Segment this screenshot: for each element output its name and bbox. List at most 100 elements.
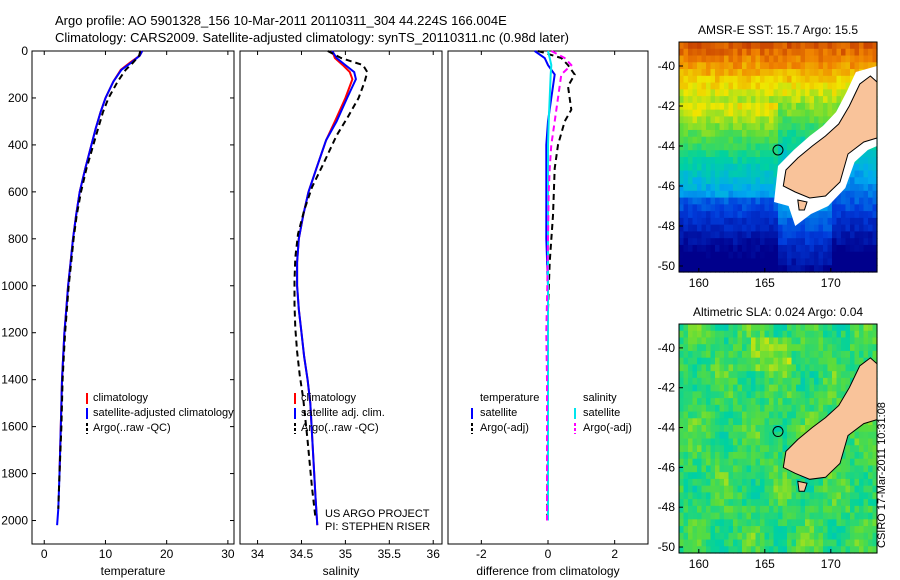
sla-map-cell: [692, 478, 698, 487]
sst-map-ytick-label: -50: [658, 259, 676, 273]
sst-map-cell: [706, 170, 712, 178]
sla-map-cell: [742, 391, 748, 399]
sst-map-cell: [742, 163, 748, 172]
sla-map-cell: [715, 546, 721, 554]
sla-map-cell: [782, 505, 788, 514]
sla-map-cell: [863, 350, 869, 359]
sla-map-cell: [683, 539, 689, 547]
sla-map-cell: [710, 384, 716, 392]
sst-map-cell: [827, 109, 833, 118]
sla-map-cell: [782, 357, 788, 366]
sla-map-cell: [697, 546, 703, 554]
sst-map-frame: [678, 41, 878, 273]
sla-map-cell: [782, 445, 788, 453]
sla-map-cell: [778, 364, 784, 372]
sla-map-cell: [724, 431, 730, 440]
sst-map-cell: [845, 55, 851, 63]
sla-map-cell: [769, 364, 775, 372]
sst-map-cell: [791, 102, 797, 111]
sst-map-cell: [782, 251, 788, 260]
sst-map-cell: [850, 48, 856, 57]
sst-map-cell: [737, 170, 743, 178]
sla-map-cell: [679, 492, 685, 500]
sla-map-cell: [836, 478, 842, 487]
sst-map-cell: [773, 204, 779, 212]
sst-map-cell: [787, 244, 793, 253]
sst-map-cell: [800, 251, 806, 260]
sla-map-cell: [818, 539, 824, 547]
sla-map-cell: [854, 451, 860, 460]
sla-map-cell: [746, 492, 752, 500]
sla-map-cell: [832, 391, 838, 399]
sla-map-cell: [733, 324, 739, 332]
sla-map-cell: [773, 539, 779, 547]
sst-map-cell: [719, 197, 725, 205]
sst-map-cell: [800, 231, 806, 239]
sla-map-cell: [805, 425, 811, 433]
sla-map-cell: [805, 324, 811, 332]
sst-map-cell: [764, 129, 770, 138]
sst-map-cell: [715, 48, 721, 57]
sla-map-cell: [863, 451, 869, 460]
sla-map-cell: [697, 472, 703, 480]
sst-map-cell: [719, 177, 725, 185]
sla-map-cell: [724, 330, 730, 339]
sla-map-cell: [773, 384, 779, 392]
sla-map-cell: [760, 512, 766, 520]
sst-map-cell: [764, 116, 770, 124]
sla-map-cell: [809, 539, 815, 547]
sla-map-cell: [760, 431, 766, 440]
sst-map-cell: [764, 163, 770, 172]
sst-map-cell: [706, 150, 712, 158]
sst-map-cell: [688, 204, 694, 212]
sla-map-cell: [697, 505, 703, 514]
sst-map-cell: [868, 170, 874, 178]
sla-map-cell: [805, 357, 811, 366]
sst-map-cell: [737, 211, 743, 219]
sst-map-cell: [728, 170, 734, 178]
sla-map-cell: [769, 539, 775, 547]
sla-map-cell: [863, 478, 869, 487]
sst-map-cell: [724, 89, 730, 97]
sst-map-cell: [782, 211, 788, 219]
sst-map-cell: [832, 265, 838, 273]
legend-salinity-title: salinity: [583, 392, 617, 404]
sla-map-cell: [701, 465, 707, 473]
sst-map-cell: [742, 217, 748, 226]
sst-map-cell: [724, 143, 730, 151]
sla-map-cell: [796, 431, 802, 440]
sst-map-cell: [692, 102, 698, 111]
sla-map-cell: [742, 539, 748, 547]
sst-map-cell: [724, 42, 730, 50]
sla-map-cell: [841, 499, 847, 507]
sla-map-cell: [823, 357, 829, 366]
sst-map-cell: [701, 102, 707, 111]
sst-map-cell: [841, 251, 847, 260]
sla-map-cell: [818, 492, 824, 500]
sla-map-cell: [724, 411, 730, 419]
sst-map-cell: [778, 244, 784, 253]
sla-map-cell: [746, 472, 752, 480]
sst-map-cell: [724, 224, 730, 233]
sla-map-cell: [746, 404, 752, 413]
sst-map-cell: [769, 42, 775, 50]
sst-map-ytick-label: -40: [658, 59, 676, 73]
sla-map-cell: [706, 485, 712, 493]
sla-map-cell: [746, 526, 752, 534]
sla-map-cell: [706, 324, 712, 332]
sst-map-cell: [728, 197, 734, 205]
sla-map-cell: [737, 445, 743, 453]
sla-map-cell: [746, 357, 752, 366]
sla-map-xtick-label: 160: [689, 557, 709, 571]
temperature-series-line: [56, 50, 144, 526]
sst-map-cell: [742, 211, 748, 219]
sla-map-cell: [832, 472, 838, 480]
sst-map-cell: [688, 82, 694, 90]
sst-map-cell: [836, 244, 842, 253]
sla-map-cell: [715, 364, 721, 372]
sst-map-cell: [868, 265, 874, 273]
sla-map-cell: [746, 445, 752, 453]
sla-map-cell: [742, 512, 748, 520]
sst-map-cell: [832, 109, 838, 118]
sla-map-cell: [737, 330, 743, 339]
